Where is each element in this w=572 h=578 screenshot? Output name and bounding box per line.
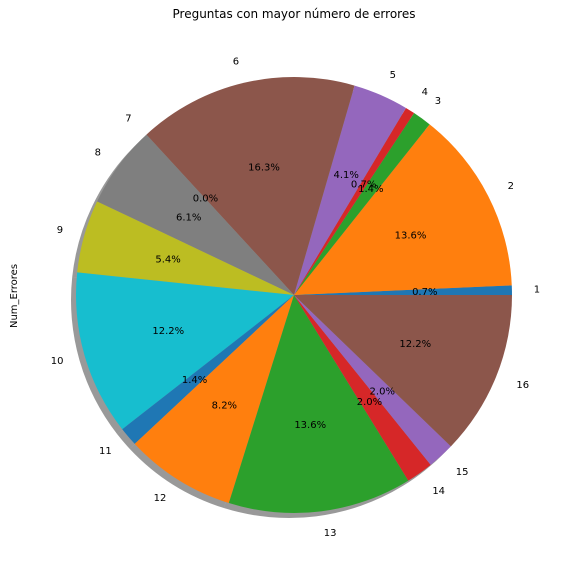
- pie-wedge-14: [294, 295, 431, 481]
- category-label-9: 9: [57, 225, 63, 236]
- percent-label-11: 1.4%: [182, 375, 207, 386]
- category-label-11: 11: [99, 446, 112, 457]
- percent-label-6: 16.3%: [248, 163, 280, 174]
- category-label-3: 3: [435, 96, 441, 107]
- category-label-12: 12: [154, 493, 167, 504]
- pie-wedges: [76, 77, 512, 513]
- pie-wedge-8: [97, 134, 294, 295]
- pie-wedge-12: [134, 295, 294, 504]
- pie-wedge-9: [77, 201, 295, 295]
- percent-label-2: 13.6%: [395, 231, 427, 242]
- percent-label-12: 8.2%: [212, 401, 237, 412]
- pie-wedge-10: [76, 272, 294, 430]
- percent-label-7: 0.0%: [193, 194, 218, 205]
- category-label-6: 6: [233, 57, 239, 68]
- pie-wedge-6: [146, 77, 355, 295]
- percent-label-16: 12.2%: [399, 339, 431, 350]
- category-label-7: 7: [125, 114, 131, 125]
- category-label-14: 14: [432, 486, 445, 497]
- percent-label-10: 12.2%: [152, 326, 184, 337]
- percent-label-1: 0.7%: [412, 287, 437, 298]
- percent-label-13: 13.6%: [294, 420, 326, 431]
- category-label-13: 13: [324, 528, 337, 539]
- percent-label-9: 5.4%: [155, 255, 180, 266]
- percent-label-8: 6.1%: [176, 212, 201, 223]
- percent-label-15: 2.0%: [370, 387, 395, 398]
- category-label-2: 2: [508, 181, 514, 192]
- percent-label-14: 2.0%: [357, 397, 382, 408]
- category-label-10: 10: [51, 356, 64, 367]
- pie-wedge-4: [294, 107, 415, 296]
- pie-wedge-3: [294, 113, 430, 295]
- percent-label-5: 4.1%: [333, 170, 358, 181]
- chart-title: Preguntas con mayor número de errores: [173, 7, 416, 21]
- pie-wedge-5: [294, 85, 406, 296]
- pie-wedge-11: [122, 295, 294, 444]
- category-label-15: 15: [456, 467, 469, 478]
- percent-label-4: 0.7%: [351, 179, 376, 190]
- pie-wedge-13: [228, 295, 409, 513]
- category-label-16: 16: [516, 380, 529, 391]
- pie-wedge-15: [294, 295, 451, 465]
- pie-wedge-16: [294, 295, 512, 447]
- percent-label-3: 1.4%: [358, 184, 383, 195]
- pie-wedge-2: [294, 124, 512, 295]
- category-label-4: 4: [422, 87, 428, 98]
- category-label-8: 8: [95, 148, 101, 159]
- y-axis-label: Num_Errores: [9, 264, 20, 328]
- category-label-5: 5: [390, 70, 396, 81]
- pie-labels: 1 0.7% 2 13.6% 3 1.4% 4 0.7% 5 4.1% 6 16.3% 7 0.0% 8 6.…: [51, 57, 540, 539]
- category-label-1: 1: [534, 285, 540, 296]
- pie-wedge-1: [294, 285, 512, 295]
